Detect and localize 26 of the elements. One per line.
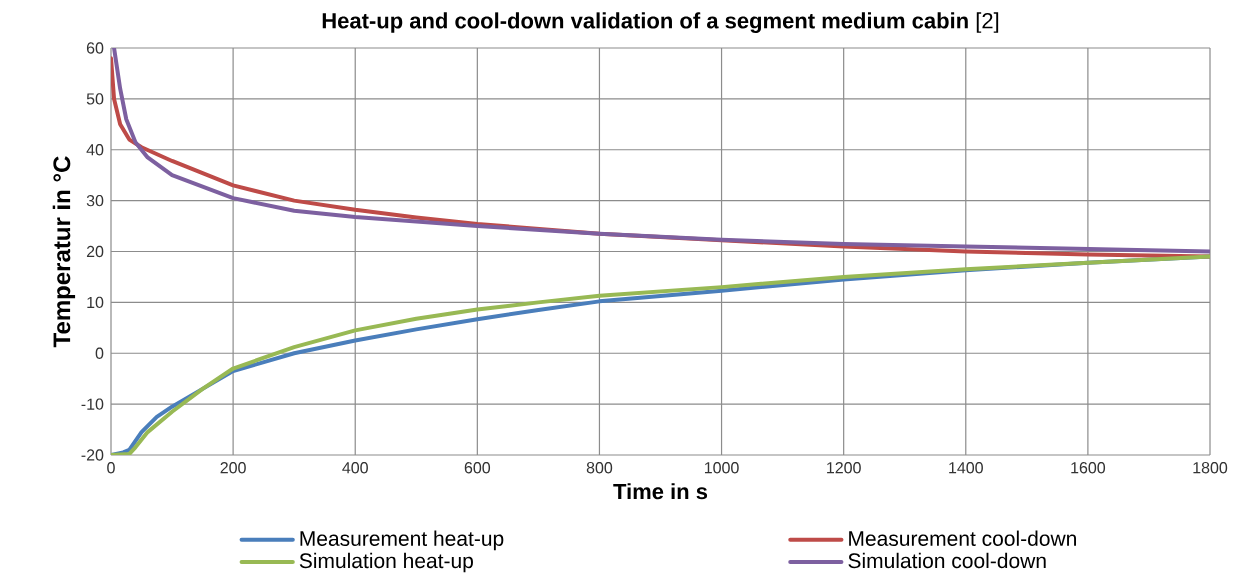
x-tick-label: 400 — [342, 462, 368, 474]
x-tick-label: 200 — [220, 462, 246, 474]
legend-label: Simulation heat-up — [299, 552, 473, 573]
y-tick-label: 60 — [86, 42, 104, 54]
chart-title: Heat-up and cool-down validation of a segment medium cabin [2] — [322, 12, 999, 33]
y-tick-label: -10 — [81, 398, 104, 410]
x-tick-label: 1800 — [1193, 462, 1228, 474]
x-tick-label: 1400 — [949, 462, 983, 474]
legend-label: Measurement cool-down — [849, 530, 1076, 546]
y-tick-label: 50 — [86, 93, 104, 105]
legend-label: Measurement heat-up — [300, 530, 504, 551]
x-tick-label: 0 — [107, 462, 115, 474]
y-axis-title: Temperatur in °C — [52, 156, 76, 348]
y-tick-label: 30 — [86, 194, 104, 207]
x-tick-label: 600 — [464, 462, 491, 474]
x-tick-label: 1200 — [827, 462, 861, 474]
legend-label: Simulation cool-down — [848, 552, 1046, 569]
x-tick-label: 1600 — [1071, 462, 1106, 474]
y-tick-label: -20 — [81, 449, 104, 461]
x-tick-label: 800 — [586, 462, 613, 474]
y-tick-label: 0 — [95, 347, 104, 359]
y-tick-label: 40 — [86, 144, 104, 156]
y-tick-label: 10 — [87, 296, 104, 309]
x-axis-title: Time in s — [613, 483, 708, 500]
y-tick-label: 20 — [86, 245, 104, 258]
x-tick-label: 1000 — [704, 462, 739, 474]
